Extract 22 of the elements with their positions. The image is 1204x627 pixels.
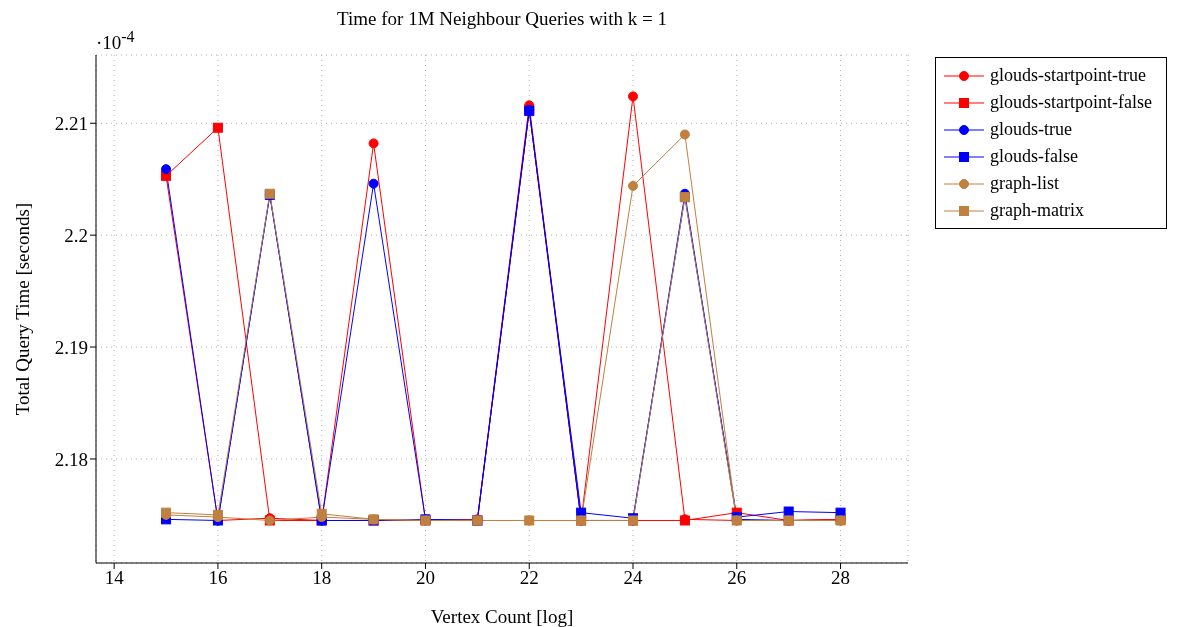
y-tick-label: 2.2	[64, 224, 88, 246]
x-tick-label: 16	[208, 567, 228, 589]
x-tick-label: 18	[312, 567, 332, 589]
legend-label: glouds-true	[990, 119, 1072, 140]
chart-title: Time for 1M Neighbour Queries with k = 1	[337, 8, 667, 29]
x-tick-label: 20	[415, 567, 435, 589]
legend-label: graph-matrix	[990, 200, 1084, 221]
x-tick-label: 24	[623, 567, 644, 589]
x-tick-label: 22	[519, 567, 539, 589]
legend-label: graph-list	[990, 173, 1059, 194]
x-tick-label: 14	[104, 567, 125, 589]
x-tick-label: 26	[727, 567, 747, 589]
x-tick-label: 28	[831, 567, 851, 589]
legend-label: glouds-false	[990, 146, 1078, 167]
text: ·10$^{-4}$	[96, 28, 135, 54]
legend-label: glouds-startpoint-true	[990, 65, 1146, 86]
y-tick-label: 2.19	[54, 336, 88, 358]
x-axis-title: Vertex Count [log]	[430, 606, 574, 627]
legend-label: glouds-startpoint-false	[990, 92, 1152, 113]
y-tick-label: 2.21	[54, 113, 88, 134]
y-tick-label: 2.18	[54, 448, 88, 470]
y-axis-title: Total Query Time [seconds]	[11, 202, 33, 416]
